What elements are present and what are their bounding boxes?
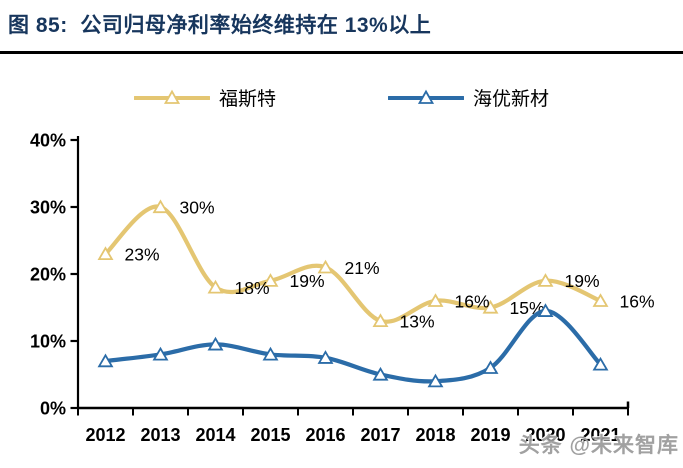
point-marker bbox=[482, 360, 499, 374]
x-tick-label: 2019 bbox=[470, 425, 510, 445]
point-marker bbox=[262, 273, 279, 287]
point-label: 18% bbox=[235, 278, 270, 298]
point-label: 23% bbox=[125, 244, 160, 264]
y-tick-label: 30% bbox=[30, 198, 66, 218]
point-marker bbox=[592, 293, 609, 307]
x-tick-label: 2016 bbox=[305, 425, 345, 445]
point-label: 16% bbox=[620, 291, 655, 311]
chart-legend: 福斯特 海优新材 bbox=[0, 84, 683, 111]
x-tick-label: 2014 bbox=[195, 425, 235, 445]
series-line-0 bbox=[103, 204, 603, 324]
triangle-marker-icon bbox=[417, 89, 435, 104]
watermark: 头条 @未来智库 bbox=[518, 434, 679, 457]
point-marker bbox=[482, 299, 499, 314]
point-marker bbox=[372, 366, 389, 381]
series-line-1 bbox=[103, 308, 603, 384]
x-tick-label: 2015 bbox=[250, 425, 290, 445]
legend-swatch-line-icon bbox=[133, 89, 210, 104]
point-marker bbox=[97, 353, 114, 368]
x-tick-label: 2012 bbox=[85, 425, 125, 445]
point-marker bbox=[317, 350, 334, 364]
y-tick-label: 0% bbox=[40, 399, 66, 419]
title-divider bbox=[0, 51, 683, 54]
y-tick-label: 10% bbox=[30, 332, 66, 352]
point-label: 16% bbox=[455, 291, 490, 311]
point-label: 19% bbox=[290, 271, 325, 291]
point-label: 30% bbox=[180, 198, 215, 218]
point-label: 19% bbox=[565, 271, 600, 291]
legend-label-foster: 福斯特 bbox=[218, 89, 276, 110]
x-tick-label: 2021 bbox=[580, 425, 620, 445]
point-marker bbox=[262, 346, 279, 361]
x-tick-label: 2020 bbox=[525, 425, 565, 445]
triangle-marker-icon bbox=[163, 89, 181, 104]
point-marker bbox=[372, 313, 389, 327]
x-tick-label: 2017 bbox=[360, 425, 400, 445]
point-marker bbox=[152, 199, 169, 214]
legend-label-hiuv: 海优新材 bbox=[473, 89, 550, 110]
point-marker bbox=[427, 293, 444, 307]
point-marker bbox=[592, 356, 609, 371]
x-tick-label: 2013 bbox=[140, 425, 180, 445]
legend-item-hiuv: 海优新材 bbox=[388, 84, 549, 111]
y-tick-label: 20% bbox=[30, 265, 66, 285]
point-marker bbox=[97, 246, 114, 260]
point-marker bbox=[537, 303, 554, 317]
point-marker bbox=[152, 346, 169, 361]
chart-title: 图 85: 公司归母净利率始终维持在 13%以上 bbox=[8, 14, 432, 37]
point-marker bbox=[317, 259, 334, 274]
point-label: 21% bbox=[345, 258, 380, 278]
point-marker bbox=[207, 279, 224, 294]
x-tick-label: 2018 bbox=[415, 425, 455, 445]
point-label: 13% bbox=[400, 311, 435, 331]
legend-item-foster: 福斯特 bbox=[133, 84, 276, 111]
y-tick-label: 40% bbox=[30, 131, 66, 151]
point-marker bbox=[427, 373, 444, 388]
point-marker bbox=[207, 336, 224, 351]
point-marker bbox=[537, 273, 554, 287]
legend-swatch-line-icon bbox=[388, 89, 464, 104]
